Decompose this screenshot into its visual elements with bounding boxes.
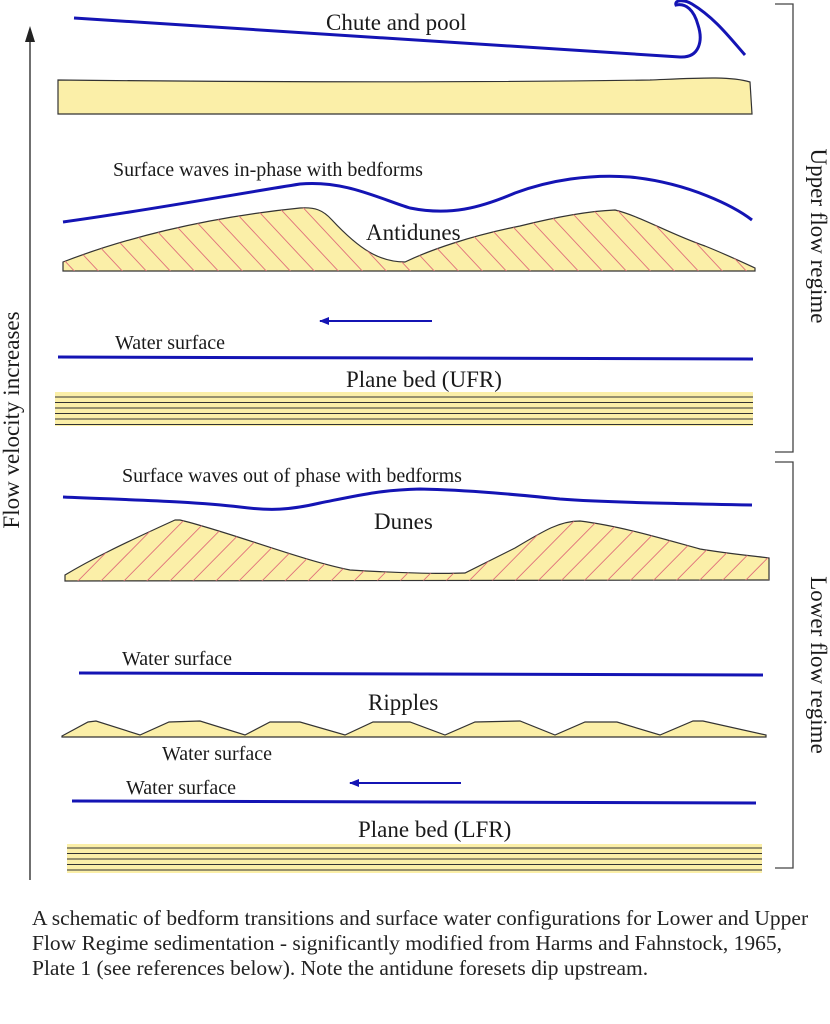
lfr-water-surface-label: Water surface [126, 777, 236, 799]
dunes-water-surface [62, 487, 753, 511]
dunes-panel: Surface waves out of phase with bedforms… [62, 465, 770, 582]
antidunes-panel: Surface waves in-phase with bedforms Ant… [0, 159, 756, 275]
lower-regime-label: Lower flow regime [806, 576, 830, 754]
dunes-title: Dunes [374, 509, 433, 534]
ripples-panel: Water surface Ripples Water surface [61, 648, 767, 765]
antidunes-title: Antidunes [366, 220, 461, 245]
plane-bed-ufr-laminae [55, 396, 753, 425]
antidune-foreset-line [583, 207, 655, 271]
upper-regime-bracket: Upper flow regime [775, 3, 830, 453]
ripples-title: Ripples [368, 690, 438, 715]
chute-and-pool-title: Chute and pool [326, 10, 467, 35]
chute-and-pool-panel: Chute and pool [57, 0, 753, 115]
dune-foreset-line [119, 520, 193, 581]
ripples-lower-water-label: Water surface [162, 743, 272, 765]
plane-bed-lfr-title: Plane bed (LFR) [358, 817, 511, 842]
plane-bed-ufr-panel: Water surface Plane bed (UFR) [55, 317, 754, 426]
flow-regime-diagram: Flow velocity increases Upper flow regim… [0, 0, 830, 880]
plane-bed-lfr-laminae [67, 847, 762, 871]
antidune-foreset-line [271, 207, 343, 271]
antidune-foreset-line [63, 207, 79, 271]
figure-caption: A schematic of bedform transitions and s… [32, 906, 809, 980]
antidune-foreset-line [295, 207, 367, 271]
upper-regime-label: Upper flow regime [806, 149, 830, 324]
dune-foreset-line [763, 520, 769, 581]
chute-and-pool-bed [57, 77, 753, 115]
plane-bed-ufr-title: Plane bed (UFR) [346, 367, 502, 392]
velocity-axis-label: Flow velocity increases [0, 311, 24, 528]
ripples-water-surface [78, 671, 764, 677]
antidune-foreset-line [607, 207, 679, 271]
dune-foreset-line [533, 520, 607, 581]
plane-bed-lfr-panel: Water surface Plane bed (LFR) [67, 777, 762, 873]
chute-and-pool-water-surface [73, 0, 747, 59]
dune-foreset-line [510, 520, 584, 581]
antidune-foreset-line [0, 200, 54, 275]
antidunes-wave-caption: Surface waves in-phase with bedforms [113, 159, 423, 181]
velocity-axis-arrowhead [25, 26, 35, 42]
dune-bedform [64, 519, 770, 582]
ripple-bedforms [61, 720, 767, 738]
ripples-upper-water-label: Water surface [122, 648, 232, 670]
velocity-axis: Flow velocity increases [0, 26, 35, 880]
lfr-water-surface [71, 799, 757, 805]
dune-foreset-line [740, 520, 769, 581]
lower-regime-bracket: Lower flow regime [775, 461, 830, 869]
ufr-water-surface [57, 355, 754, 361]
plane-bed-ufr-bed [55, 392, 753, 426]
dunes-wave-caption: Surface waves out of phase with bedforms [122, 465, 462, 487]
antidunes-water-surface [62, 174, 753, 224]
ufr-water-surface-label: Water surface [115, 332, 225, 354]
antidune-foreset-line [0, 200, 30, 275]
